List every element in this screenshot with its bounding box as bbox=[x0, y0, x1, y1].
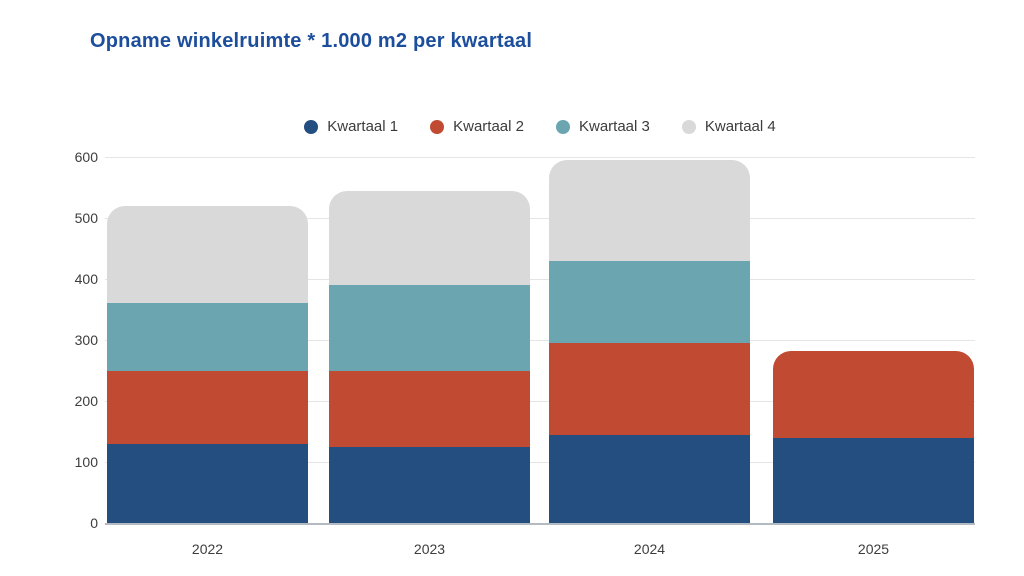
legend-dot-icon bbox=[430, 119, 445, 134]
legend-label: Kwartaal 3 bbox=[579, 118, 650, 135]
bar-2022-segment-kwartaal-4 bbox=[107, 205, 308, 304]
bar-2022-segment-kwartaal-2 bbox=[107, 370, 308, 444]
y-axis-tick-labels: 0 100 200 300 400 500 600 bbox=[0, 149, 98, 531]
gridline-500 bbox=[105, 217, 975, 219]
y-tick-label-500: 500 bbox=[74, 210, 98, 226]
bar-2025-segment-kwartaal-2 bbox=[773, 351, 974, 438]
bar-2022-segment-kwartaal-3 bbox=[107, 303, 308, 371]
bar-2024 bbox=[549, 160, 750, 523]
legend-item-1: Kwartaal 1 bbox=[304, 118, 398, 135]
x-tick-label-2023: 2023 bbox=[413, 541, 446, 557]
legend-item-2: Kwartaal 2 bbox=[430, 118, 524, 135]
bar-2023 bbox=[329, 190, 530, 523]
gridline-600 bbox=[105, 156, 975, 158]
bar-2025-segment-kwartaal-1 bbox=[773, 437, 974, 523]
bar-2023-segment-kwartaal-1 bbox=[329, 446, 530, 523]
legend-item-3: Kwartaal 3 bbox=[556, 118, 650, 135]
bar-2022-segment-kwartaal-1 bbox=[107, 443, 308, 523]
x-tick-label-2025: 2025 bbox=[857, 541, 890, 557]
legend: Kwartaal 1 Kwartaal 2 Kwartaal 3 Kwartaal 4 bbox=[105, 118, 975, 135]
chart-title: Opname winkelruimte * 1.000 m2 per kwart… bbox=[90, 30, 533, 52]
y-tick-label-100: 100 bbox=[74, 454, 98, 470]
gridline-200 bbox=[105, 400, 975, 402]
y-tick-label-300: 300 bbox=[74, 332, 98, 348]
legend-label: Kwartaal 4 bbox=[704, 118, 776, 135]
bar-2022 bbox=[107, 205, 308, 523]
y-tick-label-600: 600 bbox=[74, 149, 98, 165]
y-tick-label-0: 0 bbox=[90, 515, 98, 531]
y-tick-label-400: 400 bbox=[74, 271, 98, 287]
bar-2024-segment-kwartaal-4 bbox=[549, 160, 750, 261]
gridline-100 bbox=[105, 461, 975, 463]
legend-dot-icon bbox=[304, 119, 319, 134]
gridline-400 bbox=[105, 278, 975, 280]
legend-label: Kwartaal 2 bbox=[453, 118, 524, 135]
legend-item-4: Kwartaal 4 bbox=[681, 118, 776, 135]
bar-2023-segment-kwartaal-3 bbox=[329, 285, 530, 371]
y-tick-label-200: 200 bbox=[74, 393, 98, 409]
bar-2023-segment-kwartaal-2 bbox=[329, 370, 530, 447]
legend-dot-icon bbox=[556, 119, 570, 134]
bar-2023-segment-kwartaal-4 bbox=[329, 190, 530, 286]
bar-2024-segment-kwartaal-2 bbox=[549, 343, 750, 435]
x-axis-line bbox=[105, 523, 975, 525]
gridline-300 bbox=[105, 339, 975, 341]
bar-2024-segment-kwartaal-3 bbox=[549, 260, 750, 344]
legend-label: Kwartaal 1 bbox=[327, 118, 399, 135]
legend-dot-icon bbox=[681, 119, 696, 134]
plot-area: 2022 2023 2024 2025 bbox=[105, 156, 975, 557]
x-tick-label-2024: 2024 bbox=[633, 541, 666, 557]
x-tick-label-2022: 2022 bbox=[191, 541, 224, 557]
bar-2024-segment-kwartaal-1 bbox=[549, 434, 750, 523]
bar-2025 bbox=[773, 351, 974, 523]
